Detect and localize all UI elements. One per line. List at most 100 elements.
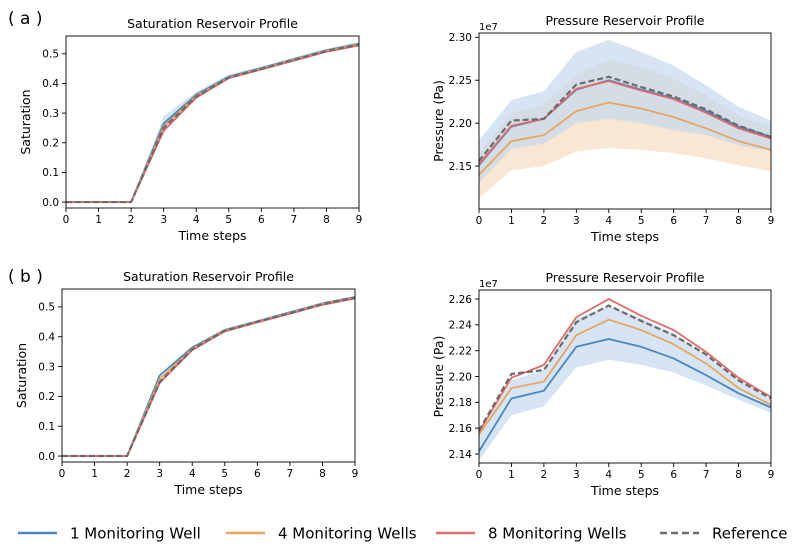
x-tick-label: 0	[59, 468, 66, 480]
y-axis-label: Pressure (Pa)	[431, 336, 446, 418]
x-tick-label: 6	[254, 468, 261, 480]
y-tick-label: 0.1	[38, 421, 55, 433]
x-tick-label: 3	[573, 469, 580, 481]
y-tick-label: 0.4	[42, 78, 59, 90]
y-axis-label: Saturation	[14, 343, 29, 408]
legend-label: 1 Monitoring Well	[70, 525, 201, 543]
chart-title: Saturation Reservoir Profile	[127, 16, 298, 31]
charts: Saturation Reservoir Profile 0 1 2 3 4 5 6 7 8 9 0.…	[14, 13, 774, 498]
y-tick-label: 2.30	[449, 32, 472, 44]
chart-a-saturation: Saturation Reservoir Profile 0 1 2 3 4 5 6 7 8 9 0.…	[18, 16, 362, 243]
x-tick-label: 0	[476, 215, 483, 227]
x-tick-label: 1	[508, 215, 515, 227]
x-tick-label: 6	[670, 215, 677, 227]
x-tick-label: 8	[735, 215, 742, 227]
series-line	[66, 43, 360, 203]
series-line	[66, 42, 360, 203]
x-tick-label: 5	[638, 215, 645, 227]
series-line	[478, 338, 772, 452]
uncertainty-band	[479, 305, 771, 461]
x-tick-label: 5	[638, 469, 645, 481]
y-tick-label: 2.22	[449, 345, 472, 357]
x-tick-label: 4	[193, 214, 200, 226]
y-tick-label: 0.2	[38, 391, 55, 403]
y-tick-label: 0.0	[38, 451, 55, 463]
legend-item: 1 Monitoring Well	[18, 525, 201, 543]
x-tick-label: 0	[476, 469, 483, 481]
x-tick-label: 2	[541, 469, 548, 481]
x-tick-label: 6	[258, 214, 265, 226]
x-tick-label: 2	[128, 214, 135, 226]
x-axis-label: Time steps	[590, 483, 659, 498]
series-line	[66, 43, 360, 204]
uncertainty-band	[479, 39, 771, 183]
x-tick-label: 6	[670, 469, 677, 481]
x-tick-label: 0	[63, 214, 70, 226]
legend: 1 Monitoring Well 4 Monitoring Wells 8 Mon…	[18, 525, 788, 543]
x-tick-label: 8	[319, 468, 326, 480]
y-tick-label: 0.2	[42, 138, 59, 150]
x-tick-label: 1	[508, 469, 515, 481]
chart-a-pressure: Pressure Reservoir Profile 0 1 2 3 4 5 6 7 8 9 2.15…	[431, 13, 774, 244]
chart-b-pressure: Pressure Reservoir Profile 0 1 2 3 4 5 6 7 8 9 2.14…	[431, 270, 774, 498]
axes-frame	[478, 32, 772, 210]
legend-item: Reference	[660, 525, 788, 543]
x-tick-label: 3	[156, 468, 163, 480]
x-tick-label: 2	[124, 468, 131, 480]
y-tick-label: 2.20	[449, 371, 472, 383]
y-tick-label: 2.18	[449, 397, 472, 409]
panel-label-b: ( b )	[8, 267, 43, 287]
y-tick-label: 0.1	[42, 167, 59, 179]
series-line	[478, 80, 772, 165]
series-line	[478, 75, 772, 162]
chart-title: Pressure Reservoir Profile	[545, 13, 704, 28]
x-tick-label: 5	[221, 468, 228, 480]
y-tick-label: 0.5	[38, 302, 55, 314]
y-tick-label: 2.16	[449, 423, 473, 435]
y-tick-label: 0.4	[38, 332, 55, 344]
chart-title: Saturation Reservoir Profile	[123, 269, 294, 284]
x-tick-label: 2	[541, 215, 548, 227]
y-tick-label: 2.14	[449, 449, 473, 461]
y-tick-label: 0.3	[42, 108, 59, 120]
axis-offset-label: 1e7	[479, 279, 498, 290]
y-tick-label: 2.20	[449, 118, 472, 130]
legend-label: Reference	[712, 525, 788, 543]
legend-item: 8 Monitoring Wells	[436, 525, 627, 543]
x-tick-label: 4	[189, 468, 196, 480]
series-line	[62, 296, 356, 457]
y-axis-label: Saturation	[18, 89, 33, 154]
axes-frame	[61, 288, 356, 463]
x-tick-label: 5	[225, 214, 232, 226]
series-line	[478, 101, 772, 176]
series-line	[62, 297, 356, 457]
y-tick-label: 0.3	[38, 361, 55, 373]
y-tick-label: 2.26	[449, 294, 473, 306]
x-tick-label: 3	[573, 215, 580, 227]
x-tick-label: 4	[605, 469, 612, 481]
axis-offset-label: 1e7	[479, 22, 498, 33]
x-axis-label: Time steps	[590, 229, 659, 244]
y-tick-label: 0.5	[42, 49, 59, 61]
x-tick-label: 1	[91, 468, 98, 480]
panel-label-a: ( a )	[8, 9, 43, 29]
x-tick-label: 9	[768, 469, 775, 481]
x-tick-label: 7	[703, 215, 710, 227]
x-tick-label: 9	[352, 468, 359, 480]
x-tick-label: 8	[735, 469, 742, 481]
y-tick-label: 2.15	[449, 161, 472, 173]
x-tick-label: 1	[95, 214, 102, 226]
series-line	[478, 318, 772, 436]
series-line	[62, 296, 356, 458]
x-tick-label: 7	[287, 468, 294, 480]
x-tick-label: 9	[356, 214, 363, 226]
x-tick-label: 7	[703, 469, 710, 481]
legend-label: 8 Monitoring Wells	[488, 525, 627, 543]
axes-frame	[65, 35, 360, 209]
x-tick-label: 9	[768, 215, 775, 227]
legend-item: 4 Monitoring Wells	[226, 525, 417, 543]
chart-b-saturation: Saturation Reservoir Profile 0 1 2 3 4 5 6 7 8 9 0.…	[14, 269, 358, 497]
x-tick-label: 8	[323, 214, 330, 226]
x-axis-label: Time steps	[173, 482, 242, 497]
y-axis-label: Pressure (Pa)	[431, 80, 446, 162]
